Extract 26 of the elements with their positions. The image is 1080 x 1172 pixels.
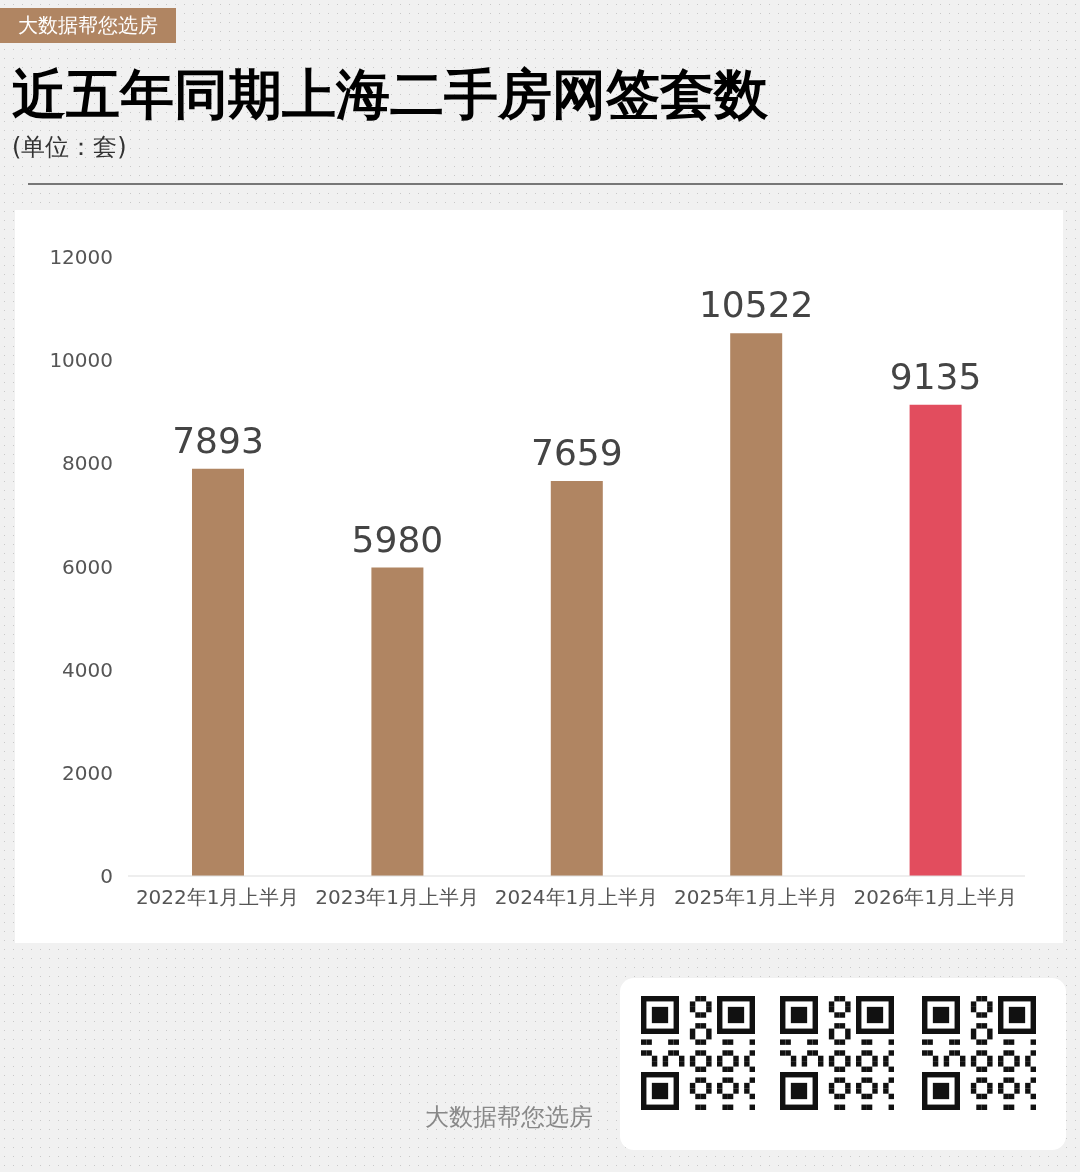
data-label: 9135	[889, 355, 982, 397]
y-tick-label: 12000	[49, 245, 113, 270]
y-tick-label: 6000	[62, 554, 113, 579]
y-tick-label: 2000	[62, 760, 113, 785]
y-tick-label: 0	[100, 864, 113, 889]
x-tick-label: 2025年1月上半月	[674, 885, 838, 910]
x-tick-label: 2026年1月上半月	[853, 885, 1018, 910]
chart-title: 近五年同期上海二手房网签套数	[12, 62, 768, 128]
data-label: 7893	[172, 419, 264, 461]
data-label: 7659	[530, 431, 623, 473]
bar	[371, 567, 424, 876]
text: 大数据帮您选房	[0, 8, 176, 43]
chart-subtitle: (单位：套)	[12, 132, 127, 163]
x-tick-label: 2022年1月上半月	[135, 885, 300, 910]
bar	[730, 333, 783, 876]
data-label: 10522	[698, 284, 814, 326]
text: 大数据帮您选房	[425, 1102, 593, 1133]
x-tick-label: 2023年1月上半月	[315, 885, 479, 910]
y-tick-label: 10000	[49, 348, 113, 373]
y-tick-label: 4000	[62, 657, 113, 682]
bar	[192, 468, 244, 876]
data-label: 5980	[351, 518, 444, 560]
x-tick-label: 2024年1月上半月	[494, 885, 659, 910]
bar	[550, 480, 603, 876]
bar	[909, 404, 962, 876]
y-tick-label: 8000	[62, 451, 113, 476]
